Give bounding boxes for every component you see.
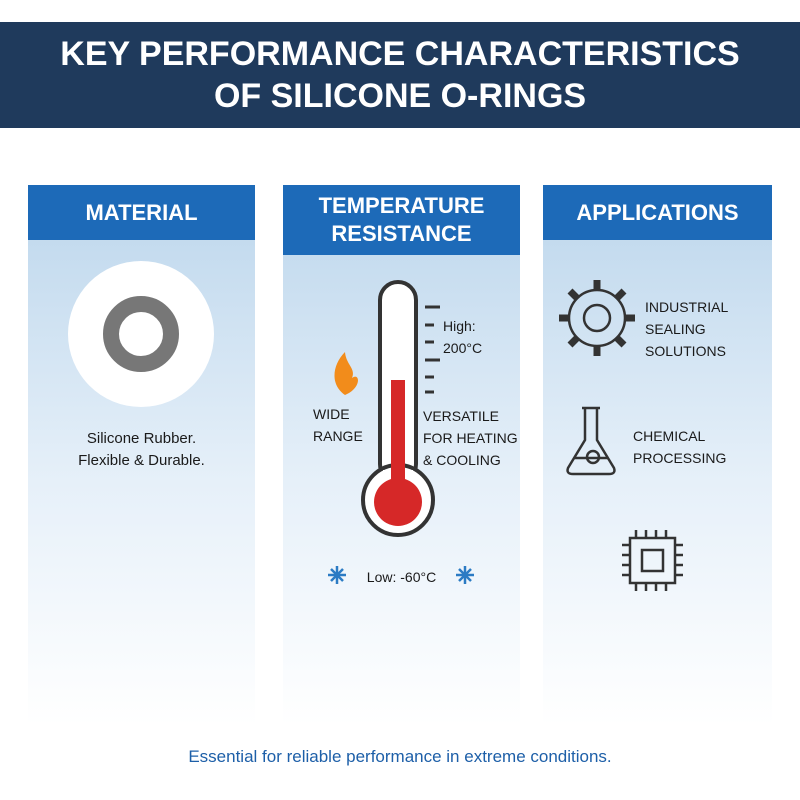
line: Flexible & Durable. bbox=[78, 452, 205, 469]
title: KEY PERFORMANCE CHARACTERISTICS OF SILIC… bbox=[60, 35, 740, 115]
line: Silicone Rubber. bbox=[86, 430, 197, 447]
footer: Essential for reliable performance in ex… bbox=[188, 747, 612, 766]
header: KEY PERFORMANCE CHARACTERISTICS OF SILIC… bbox=[0, 22, 800, 128]
versatile: VERSATILE FOR HEATING & COOLING bbox=[423, 408, 518, 468]
applications-panel: APPLICATIONS INDUSTRIAL SEALING SOLUTION… bbox=[543, 185, 772, 725]
temperature-panel: TEMPERATURE RESISTANCE High: 200°C WIDE … bbox=[283, 185, 520, 725]
panel-title: APPLICATIONS bbox=[543, 185, 772, 240]
panel-title: MATERIAL bbox=[28, 185, 255, 240]
panel-title: TEMPERATURE RESISTANCE bbox=[283, 185, 520, 255]
wide-range: WIDE RANGE bbox=[313, 406, 363, 444]
material-panel: MATERIAL Silicone Rubber. Flexible & Dur… bbox=[28, 185, 255, 725]
description: Silicone Rubber. Flexible & Durable. bbox=[28, 428, 255, 472]
high: High: 200°C bbox=[443, 318, 483, 356]
application: CHEMICAL PROCESSING bbox=[633, 428, 727, 466]
low: Low: -60°C bbox=[366, 569, 437, 585]
application: INDUSTRIAL SEALING SOLUTIONS bbox=[645, 299, 728, 359]
